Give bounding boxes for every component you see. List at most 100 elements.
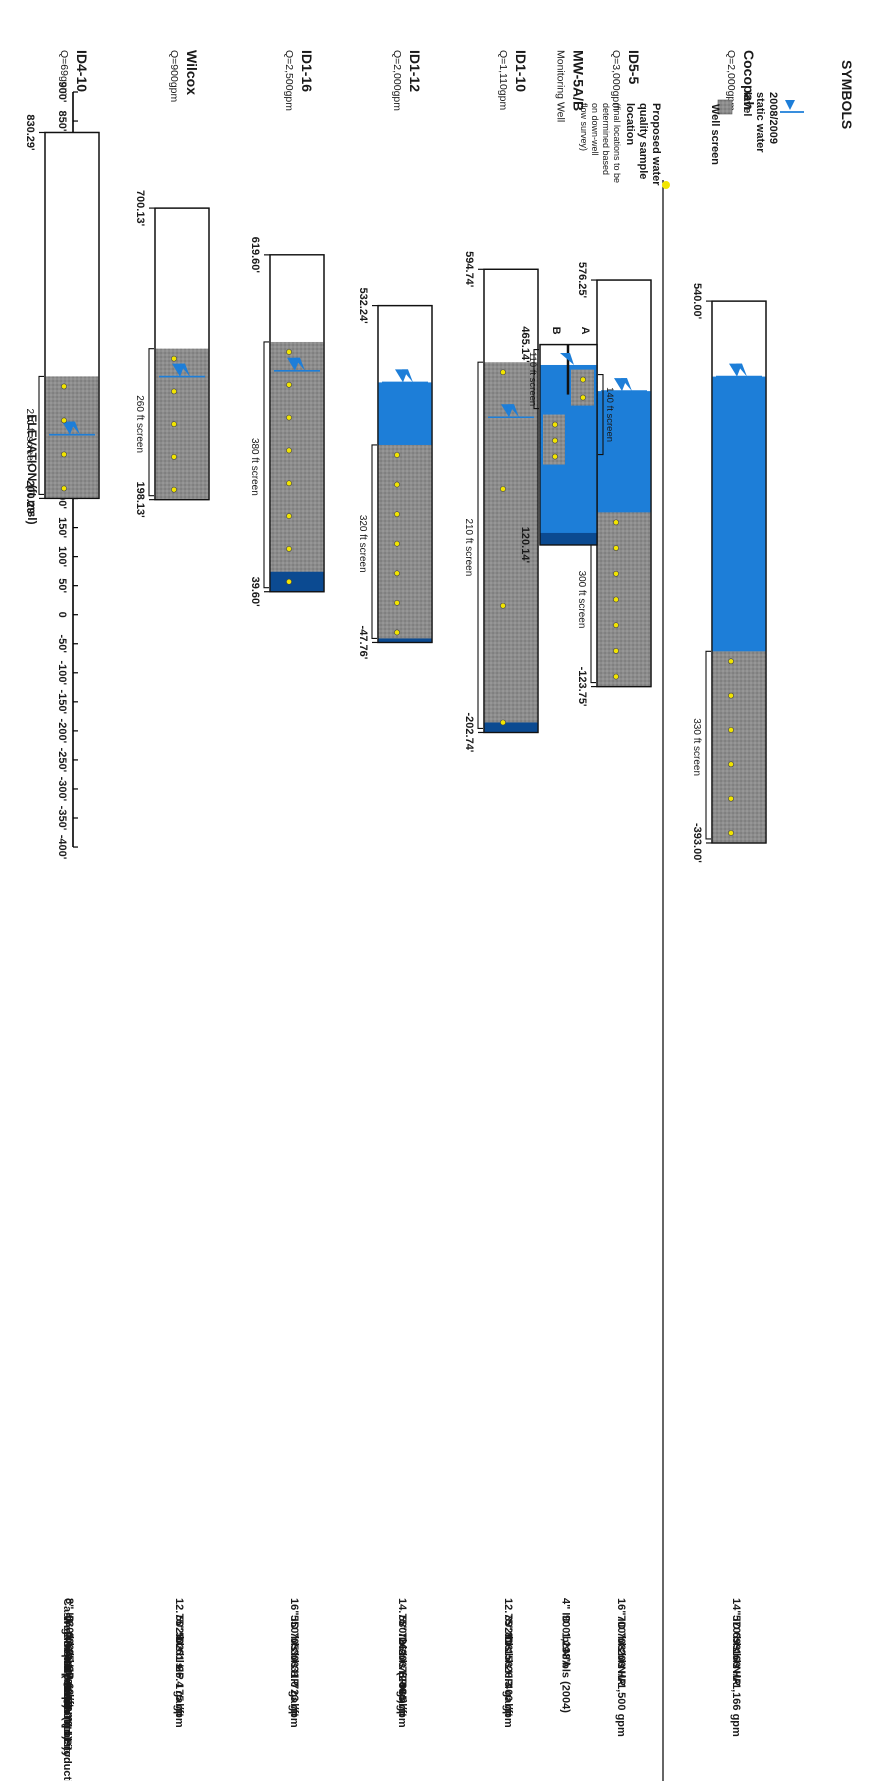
sample-location [394,481,400,488]
top-elevation-label: 830.29' [24,114,36,151]
well-spec: 200 HP [396,1649,408,1686]
screen-bracket [598,374,604,456]
sample-location [728,658,734,665]
legend-water-level-label: static water [754,92,766,153]
sample-location [171,388,177,395]
top-elevation-label: 532.24' [357,287,369,324]
top-elevation-label: 700.13' [134,190,146,227]
well-sump [270,571,324,592]
sample-location [61,451,67,458]
well-spec: 708'bls [615,1632,627,1669]
sample-location [171,355,177,362]
spec-row-label: Borehole Depth (ft bls): [61,1632,73,1754]
well-spec: 16" ID [615,1598,627,1630]
screen-bracket [705,650,711,840]
spec-row-label: Well Depth (ft bls): [61,1615,73,1712]
bottom-elevation-label: -123.75' [576,667,588,707]
well-name: Cocopah [741,50,757,110]
well-screen [45,376,99,499]
well-spec: 400 gpm [502,1683,514,1728]
sample-location [728,692,734,699]
well-spec: 630'bls [63,1615,75,1652]
screen-bracket [477,361,483,730]
well-spec: 1,238'bls (2004) [560,1632,572,1713]
well-flow: Q=69gpm [58,50,70,97]
water-level-marker [614,378,627,392]
well-name: Wilcox [184,50,200,95]
mw-sump [540,532,597,545]
sample-location [613,673,619,680]
well-spec: 392'bls [502,1615,514,1652]
well-flow: Q=3,000gpm [610,50,622,111]
sample-location [613,596,619,603]
screen-bracket [38,375,44,495]
monitoring-well-subtitle: Monitoring Well [555,50,567,122]
well-spec: 723 gpm [288,1683,300,1728]
well-spec: N/A [560,1649,572,1668]
spec-row-label: Specific Capacity: [61,1666,73,1761]
water-level-marker [395,369,408,383]
sample-location [613,570,619,577]
wells: ID4-10 Q=69gpm 830.29' 200.29' 210 ft screen… [24,50,767,1737]
axis-tick-label: -200' [56,719,68,744]
bottom-elevation-label: -202.74' [463,713,475,753]
legend-water-level-icon [785,100,795,110]
axis-tick-label: -50' [56,635,68,654]
sample-location [552,453,558,460]
well-spec: 300 HP [288,1649,300,1686]
sample-location [394,629,400,636]
well-flow: Q=900gpm [168,50,180,102]
axis-tick-label: -100' [56,660,68,685]
screen-length-label: 380 ft screen [249,438,260,496]
axis-tick-label: -250' [56,748,68,773]
well-spec: 25 HP [63,1649,75,1680]
well-spec: N/A [730,1666,742,1685]
well-sump [484,722,538,733]
spec-row-label: Casing Inside Diameter (In): [61,1598,73,1743]
well-spec: 16" ID [288,1598,300,1630]
well-spec: 630'bls [63,1632,75,1669]
well-spec: 705'bls [288,1632,300,1669]
sample-location [728,761,734,768]
well-spec: 965 gpm [396,1683,408,1728]
well-id1-16: ID1-16 Q=2,500gpm 619.60' 39.60' 380 ft scre… [249,50,325,1728]
mw-screen-a [571,369,594,406]
well-spec: 550'bls [288,1615,300,1652]
sample-location [61,417,67,424]
sample-location [286,513,292,519]
well-spec: 580' bls [396,1615,408,1655]
bottom-elevation-label: 200.29' [24,480,36,517]
sample-location [171,421,177,428]
screen-length-label: 320 ft screen [357,515,368,573]
legend-sample-note: determined based [601,103,611,175]
water-level-marker [62,421,75,435]
axis-tick-label: -300' [56,777,68,802]
screen-bracket [533,349,539,410]
bottom-elevation-label: -47.76' [357,626,369,660]
spec-row-label: Pump Size: [61,1649,73,1708]
legend-sample-label: quality sample [637,103,649,179]
axis-tick-label: 100' [56,546,68,567]
well-name: ID1-10 [513,50,529,92]
well-spec: 8" ID [63,1598,75,1623]
sample-location [580,376,586,383]
axis-tick-label: 850' [56,111,68,132]
legend-water-level-label: 2008/2009 [767,92,779,144]
well-spec: 726'bls (2004) [396,1632,408,1704]
axis-tick-label: -150' [56,690,68,715]
screen-length-label: 330 ft screen [691,718,702,776]
sample-location [61,383,67,390]
top-elevation-label: 619.60' [249,237,261,274]
sample-location [61,485,67,492]
well-outline [154,207,210,501]
well-spec: 20 gal/ft [63,1666,75,1708]
monitoring-well: MW-5A/B Monitoring Well A B 465.14' 120.14' 11… [519,50,615,1713]
sample-location [500,719,506,726]
well-screen [378,444,432,643]
well-spec: 502'bls [173,1615,185,1652]
sample-location [500,486,506,492]
well-screen [712,651,766,843]
top-elevation-label: 540.00' [691,283,703,320]
